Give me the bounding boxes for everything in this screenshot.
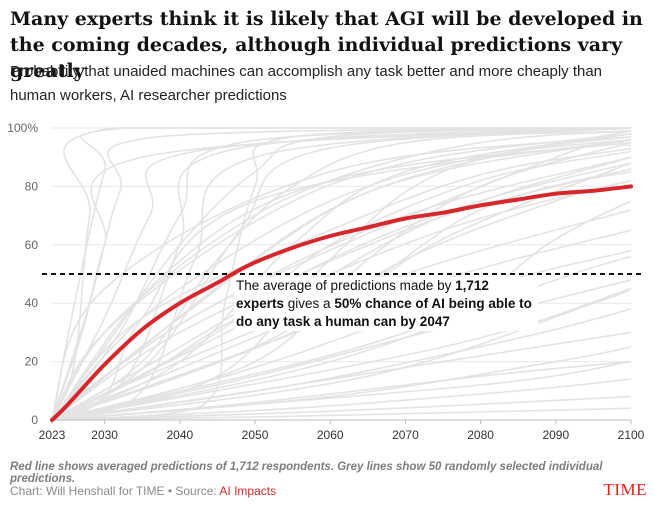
individual-prediction-line xyxy=(51,287,632,421)
individual-prediction-line xyxy=(51,168,632,421)
time-logo: TIME xyxy=(603,480,647,499)
y-tick-label: 60 xyxy=(25,238,39,252)
individual-prediction-line xyxy=(51,162,632,421)
individual-prediction-line xyxy=(51,331,632,421)
individual-prediction-line xyxy=(51,127,632,421)
individual-prediction-line xyxy=(51,136,632,421)
individual-prediction-line xyxy=(51,138,632,421)
individual-prediction-line xyxy=(51,127,632,421)
individual-prediction-line xyxy=(51,287,632,421)
individual-prediction-line xyxy=(51,138,632,421)
individual-prediction-line xyxy=(51,407,632,421)
x-tick-label: 2040 xyxy=(166,428,193,442)
annotation-text-1: The average of predictions made by xyxy=(236,278,456,293)
y-tick-label: 80 xyxy=(25,179,39,193)
x-tick-label: 2070 xyxy=(392,428,419,442)
individual-prediction-line xyxy=(51,156,632,421)
chart-title: Many experts think it is likely that AGI… xyxy=(10,8,643,82)
chart-annotation: The average of predictions made by 1,712… xyxy=(234,277,538,331)
individual-prediction-line xyxy=(51,279,632,421)
individual-prediction-line xyxy=(51,141,632,421)
annotation-respondents: 1,712 experts xyxy=(236,278,489,311)
annotation-conclusion: 50% chance of AI being able to do any ta… xyxy=(236,296,532,329)
average-prediction-series xyxy=(50,184,633,422)
x-tick-label: 2030 xyxy=(91,428,118,442)
average-prediction-line xyxy=(50,184,633,422)
y-tick-label: 20 xyxy=(25,355,39,369)
x-tick-label: 2090 xyxy=(542,428,569,442)
individual-prediction-line xyxy=(51,127,632,421)
individual-prediction-line xyxy=(51,127,631,421)
individual-prediction-line xyxy=(51,171,632,421)
individual-prediction-line xyxy=(51,147,632,421)
y-tick-label: 100% xyxy=(7,121,38,135)
individual-prediction-line xyxy=(51,130,632,421)
individual-prediction-line xyxy=(51,140,632,421)
chart-subtitle: Probability that unaided machines can ac… xyxy=(10,63,603,104)
x-tick-label: 2023 xyxy=(39,428,66,442)
source-link[interactable]: AI Impacts xyxy=(219,484,277,498)
x-tick-label: 2060 xyxy=(317,428,344,442)
individual-prediction-line xyxy=(51,133,632,421)
credit-author: Chart: Will Henshall for TIME • Source: xyxy=(10,484,220,498)
x-tick-label: 2080 xyxy=(467,428,494,442)
y-tick-label: 0 xyxy=(31,413,38,427)
individual-prediction-line xyxy=(51,249,632,421)
chart-note: Red line shows averaged predictions of 1… xyxy=(10,461,603,485)
individual-prediction-line xyxy=(51,360,632,421)
individual-prediction-line xyxy=(51,255,632,421)
individual-prediction-line xyxy=(51,127,632,421)
annotation-text-2: gives a xyxy=(284,296,335,311)
x-tick-label: 2100 xyxy=(618,428,645,442)
individual-prediction-line xyxy=(51,127,632,421)
y-tick-label: 40 xyxy=(25,296,39,310)
x-tick-label: 2050 xyxy=(242,428,269,442)
chart-credit: Chart: Will Henshall for TIME • Source: … xyxy=(10,484,276,498)
